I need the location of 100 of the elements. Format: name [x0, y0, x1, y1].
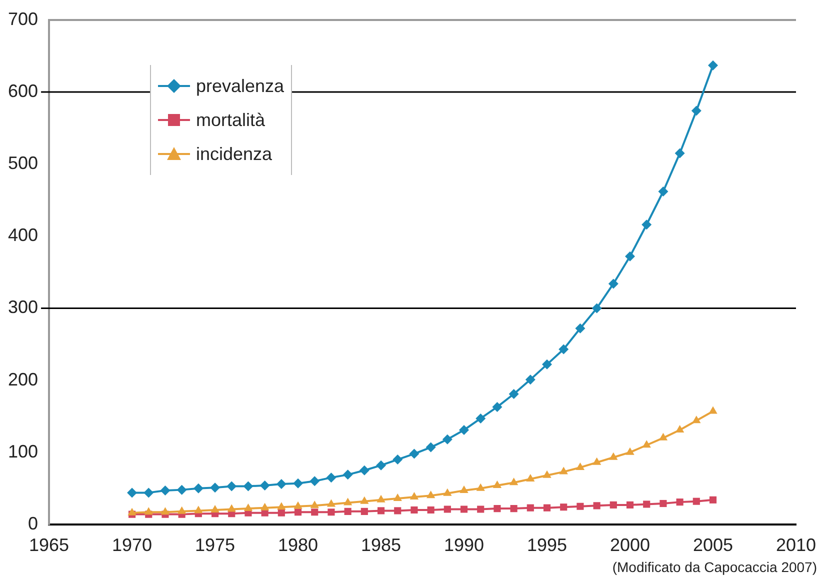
point — [593, 502, 600, 510]
point — [709, 496, 717, 504]
point — [510, 505, 518, 512]
point — [276, 479, 286, 490]
point — [360, 496, 369, 504]
point — [626, 501, 634, 508]
x-tick-label: 1970 — [112, 535, 152, 556]
y-tick-label: 700 — [8, 8, 38, 29]
point — [494, 505, 501, 512]
point — [692, 498, 700, 505]
point — [392, 454, 403, 465]
point — [492, 480, 502, 488]
point — [608, 278, 618, 289]
point — [542, 359, 552, 370]
point — [343, 498, 352, 506]
point — [658, 186, 668, 196]
point — [128, 508, 136, 516]
point — [476, 413, 486, 424]
point — [642, 440, 651, 448]
y-tick-label: 200 — [8, 369, 38, 390]
point — [592, 457, 602, 465]
point — [660, 500, 667, 508]
point — [278, 509, 285, 516]
point — [692, 416, 701, 424]
x-tick-label: 1990 — [444, 535, 484, 556]
point — [410, 506, 418, 514]
x-tick-label: 2000 — [610, 535, 650, 556]
point — [310, 476, 320, 486]
point — [643, 500, 650, 508]
point — [492, 402, 502, 412]
point — [243, 481, 254, 492]
point — [691, 106, 702, 116]
point — [260, 480, 270, 490]
point — [576, 462, 585, 470]
point — [344, 508, 352, 515]
point — [326, 499, 336, 507]
point — [592, 303, 602, 314]
point — [410, 492, 419, 500]
point — [508, 388, 519, 399]
point — [176, 484, 187, 495]
point — [394, 507, 402, 514]
x-tick-label: 1985 — [360, 535, 402, 556]
point — [575, 323, 586, 334]
point — [560, 504, 568, 511]
point — [144, 507, 153, 515]
point — [708, 406, 718, 414]
point — [610, 501, 617, 508]
point — [708, 60, 718, 70]
point — [476, 483, 485, 491]
point — [626, 447, 634, 455]
y-tick-label: 300 — [8, 297, 38, 318]
point — [576, 502, 584, 510]
point — [310, 500, 319, 508]
x-tick-label: 1975 — [195, 535, 236, 556]
point — [427, 506, 434, 514]
point — [193, 483, 204, 494]
x-tick-label: 1980 — [278, 535, 318, 556]
point — [442, 434, 452, 444]
point — [227, 504, 236, 512]
point — [377, 507, 385, 514]
point — [543, 504, 551, 512]
point — [393, 493, 402, 501]
point — [177, 506, 186, 514]
point — [277, 502, 286, 510]
point — [294, 508, 302, 516]
point — [642, 220, 652, 230]
point — [477, 506, 484, 513]
y-tick-label: 600 — [8, 81, 38, 102]
point — [674, 148, 685, 158]
point — [559, 466, 568, 474]
x-tick-label: 2005 — [692, 535, 734, 556]
legend-label: prevalenza — [196, 76, 284, 96]
point — [160, 486, 170, 496]
legend-label: mortalità — [196, 110, 266, 130]
point — [326, 472, 336, 483]
point — [293, 478, 304, 488]
point — [676, 498, 684, 506]
point — [194, 506, 203, 514]
point — [426, 442, 436, 452]
point — [426, 490, 436, 498]
point — [260, 502, 270, 510]
point — [244, 504, 253, 512]
point — [210, 504, 220, 512]
point — [409, 448, 420, 459]
point — [444, 506, 451, 513]
y-tick-label: 500 — [8, 153, 38, 174]
point — [542, 470, 552, 478]
point — [525, 374, 536, 385]
text: (Modificato da Capocaccia 2007) — [612, 559, 817, 575]
x-tick-label: 2010 — [776, 535, 816, 556]
legend-label: incidenza — [196, 144, 272, 164]
point — [311, 508, 318, 516]
point — [376, 460, 386, 470]
point — [294, 501, 302, 509]
point — [144, 488, 154, 498]
point — [460, 486, 468, 494]
y-tick-label: 0 — [28, 513, 38, 534]
y-tick-label: 400 — [8, 225, 38, 246]
point — [328, 508, 335, 516]
point — [460, 506, 468, 513]
